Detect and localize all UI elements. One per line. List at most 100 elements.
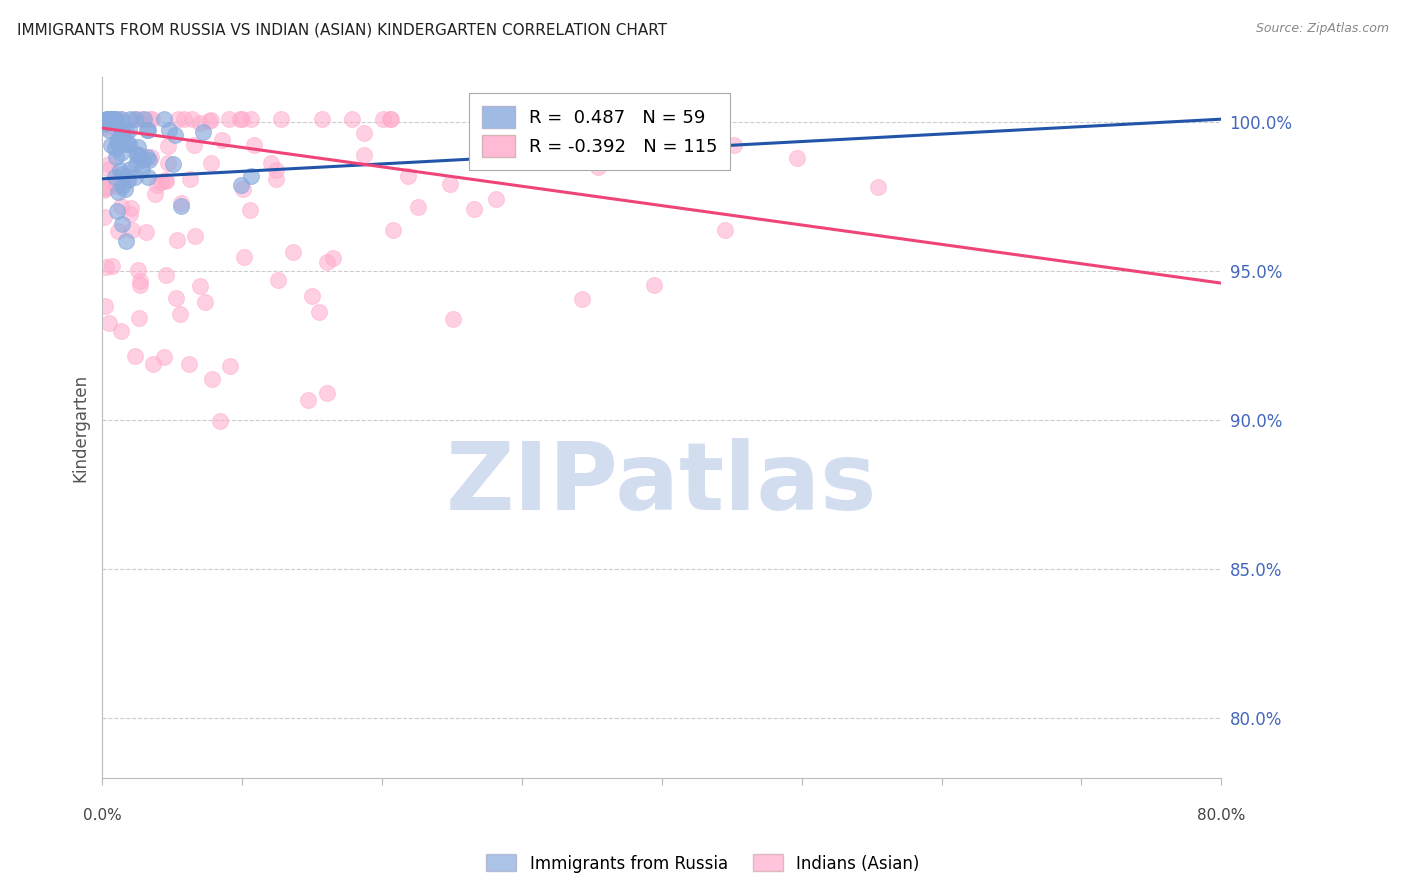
Point [553, 112, 575, 127]
Point [125, 112, 148, 127]
Point [198, 113, 221, 128]
Point [188, 116, 211, 130]
Point [167, 112, 190, 127]
Point [105, 204, 128, 219]
Text: 80.0%: 80.0% [1197, 808, 1246, 823]
Point [181, 112, 204, 127]
Point [177, 357, 200, 371]
Point [93, 211, 115, 225]
Point [93, 117, 115, 131]
Point [866, 179, 889, 194]
Point [110, 146, 132, 161]
Point [439, 177, 461, 191]
Point [231, 112, 253, 127]
Point [264, 163, 287, 178]
Point [127, 262, 149, 277]
Point [108, 129, 131, 144]
Point [114, 182, 136, 196]
Point [353, 147, 375, 161]
Point [93, 183, 115, 197]
Text: ZIPatlas: ZIPatlas [446, 438, 877, 530]
Text: Source: ZipAtlas.com: Source: ZipAtlas.com [1256, 22, 1389, 36]
Point [188, 279, 211, 293]
Point [200, 156, 222, 170]
Point [93, 180, 115, 194]
Point [243, 138, 266, 153]
Point [232, 250, 254, 264]
Point [170, 196, 193, 211]
Point [118, 122, 141, 136]
Point [714, 223, 737, 237]
Point [229, 112, 252, 127]
Point [153, 350, 176, 364]
Point [378, 112, 401, 127]
Point [96, 112, 118, 127]
Point [200, 113, 222, 128]
Point [114, 234, 136, 248]
Point [94, 260, 117, 275]
Point [111, 179, 134, 194]
Point [120, 207, 142, 221]
Point [111, 127, 134, 141]
Point [194, 294, 217, 309]
Point [297, 393, 319, 408]
Point [396, 169, 419, 183]
Point [571, 292, 593, 306]
Point [193, 125, 215, 139]
Point [353, 127, 375, 141]
Point [127, 148, 149, 162]
Point [322, 251, 344, 265]
Point [104, 114, 127, 128]
Point [129, 112, 152, 127]
Point [179, 172, 201, 186]
Point [118, 162, 141, 177]
Point [786, 151, 808, 165]
Point [104, 170, 127, 185]
Point [105, 175, 128, 189]
Point [101, 112, 124, 127]
Point [134, 112, 156, 127]
Point [406, 200, 429, 214]
Point [105, 136, 128, 150]
Point [229, 178, 252, 192]
Text: IMMIGRANTS FROM RUSSIA VS INDIAN (ASIAN) KINDERGARTEN CORRELATION CHART: IMMIGRANTS FROM RUSSIA VS INDIAN (ASIAN)… [17, 22, 666, 37]
Point [131, 162, 153, 177]
Point [155, 268, 177, 282]
Point [152, 112, 174, 127]
Point [283, 245, 305, 260]
Point [141, 112, 163, 127]
Point [104, 141, 127, 155]
Point [143, 187, 166, 202]
Point [127, 148, 149, 162]
Point [103, 112, 125, 127]
Point [125, 146, 148, 161]
Point [94, 115, 117, 129]
Point [218, 112, 240, 127]
Point [124, 157, 146, 171]
Point [165, 128, 187, 143]
Point [127, 140, 149, 154]
Point [342, 112, 364, 127]
Point [129, 278, 152, 293]
Point [382, 223, 405, 237]
Point [232, 182, 254, 196]
Point [149, 175, 172, 189]
Point [111, 122, 134, 136]
Point [124, 112, 146, 127]
Point [485, 193, 508, 207]
Point [155, 174, 177, 188]
Point [156, 139, 179, 153]
Point [115, 173, 138, 187]
Point [110, 324, 132, 338]
Point [136, 123, 159, 137]
Point [264, 172, 287, 186]
Text: 0.0%: 0.0% [83, 808, 122, 823]
Point [157, 155, 180, 169]
Point [301, 289, 323, 303]
Point [108, 163, 131, 178]
Point [463, 202, 485, 217]
Point [124, 350, 146, 364]
Point [311, 112, 333, 127]
Point [208, 414, 231, 428]
Point [536, 112, 558, 127]
